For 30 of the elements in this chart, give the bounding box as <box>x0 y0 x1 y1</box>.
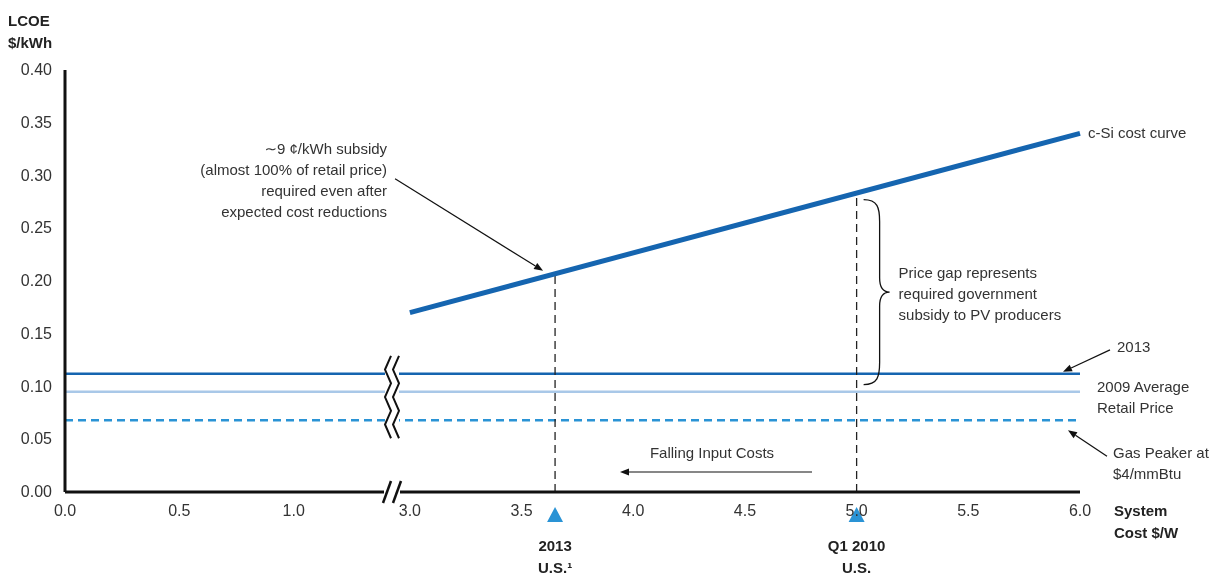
x-tick-label: 3.5 <box>510 502 533 519</box>
x-tick-label: 6.0 <box>1068 502 1092 519</box>
x-tick-label: 3.0 <box>398 502 422 519</box>
text: 2013 U.S.¹ <box>537 537 573 576</box>
series-label: c-Si cost curve <box>1088 124 1187 142</box>
x-tick-label: 5.5 <box>957 502 980 519</box>
ref-line-label: 2009 Average Retail Price <box>1097 377 1190 416</box>
y-tick-label: 0.10 <box>20 377 53 395</box>
y-tick-label: 0.25 <box>20 219 53 237</box>
y-axis-title: LCOE $/kWh <box>8 12 53 51</box>
y-tick-label: 0.20 <box>20 272 53 289</box>
y-tick-label: 0.05 <box>20 430 53 448</box>
y-tick-label: 0.35 <box>20 113 53 131</box>
x-tick-label: 4.5 <box>733 502 757 519</box>
x-tick-label: 4.0 <box>622 502 645 519</box>
x-tick-label: 1.0 <box>282 502 305 519</box>
text: Q1 2010 U.S. <box>827 537 886 576</box>
y-tick-label: 0.15 <box>20 324 53 342</box>
x-tick-label: 0.0 <box>53 502 77 519</box>
y-tick-label: 0.40 <box>20 61 53 78</box>
annotation: Price gap represents required government subsidy to PV producers <box>898 264 1062 324</box>
text: 2013 <box>1117 337 1151 355</box>
y-tick-label: 0.30 <box>20 166 53 184</box>
y-tick-label: 0.00 <box>20 483 53 500</box>
x-axis-title: System Cost $/W <box>1114 502 1180 541</box>
annotation: Falling Input Costs <box>649 444 775 461</box>
x-tick-label: 5.0 <box>845 502 868 519</box>
annotation: ∼9 ¢/kWh subsidy (almost 100% of retail price) required even after expected cost reductions <box>200 139 388 220</box>
x-tick-label: 0.5 <box>168 502 191 519</box>
text: Gas Peaker at $4/mmBtu <box>1113 444 1210 483</box>
